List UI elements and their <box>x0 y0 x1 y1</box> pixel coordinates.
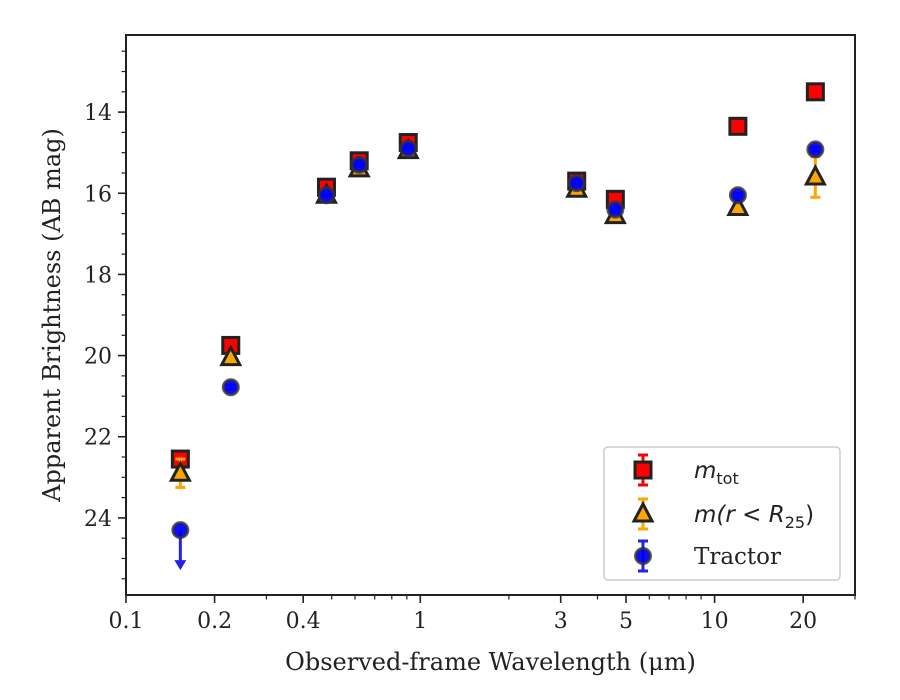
data-point-circle <box>806 140 825 159</box>
legend-label: mtot <box>694 458 739 488</box>
y-tick-label: 20 <box>84 345 112 370</box>
data-point-triangle <box>803 163 827 186</box>
x-tick-label: 5 <box>619 609 633 634</box>
y-tick-label: 24 <box>84 507 112 532</box>
data-point-square <box>805 82 825 102</box>
legend-label-base: m(r < R <box>694 502 785 528</box>
legend-entry-2: Tractor <box>634 539 781 573</box>
x-axis-label: Observed-frame Wavelength (μm) <box>285 648 696 676</box>
y-axis-ticks: 14 16 18 20 22 24 <box>84 50 126 580</box>
data-point-circle <box>171 521 190 540</box>
y-tick-label: 22 <box>84 426 112 451</box>
data-point-circle <box>728 186 747 205</box>
data-point-circle <box>221 378 240 397</box>
data-point-circle <box>317 186 336 205</box>
legend-entry-1: m(r < R25) <box>631 497 814 532</box>
x-tick-label: 0.1 <box>109 609 144 634</box>
data-point-triangle <box>219 344 243 367</box>
data-point-circle <box>606 200 625 219</box>
x-tick-label: 0.2 <box>197 609 232 634</box>
legend-entry-0: mtot <box>633 453 739 488</box>
legend-label: m(r < R25) <box>694 502 814 532</box>
legend-marker-square <box>633 460 653 480</box>
x-tick-label: 10 <box>701 609 729 634</box>
x-tick-label: 0.4 <box>286 609 321 634</box>
legend-label: Tractor <box>694 544 781 570</box>
legend-marker-triangle <box>631 500 655 523</box>
legend-label-sub: 25 <box>785 513 805 532</box>
upper-limit-arrowhead <box>174 560 187 571</box>
y-tick-label: 18 <box>84 263 112 288</box>
legend: mtot m(r < R25) Tractor <box>603 446 841 581</box>
series-1 <box>168 137 827 489</box>
series-0 <box>170 82 825 469</box>
y-tick-label: 16 <box>84 182 112 207</box>
data-point-triangle <box>168 460 192 482</box>
y-tick-label: 14 <box>84 101 112 126</box>
legend-label-base: m <box>694 458 716 484</box>
x-tick-label: 3 <box>554 609 568 634</box>
legend-marker-circle <box>634 547 652 565</box>
legend-box <box>603 446 841 581</box>
data-point-triangle <box>726 194 750 216</box>
legend-label-tail: ) <box>805 502 814 528</box>
legend-label-sub: tot <box>716 469 738 488</box>
data-point-circle <box>567 174 586 193</box>
x-axis-ticks: 0.1 0.2 0.4 1 3 5 10 20 <box>109 595 856 634</box>
x-tick-label: 1 <box>413 609 427 634</box>
data-point-circle <box>399 139 418 158</box>
data-point-square <box>728 116 748 136</box>
data-point-circle <box>350 155 369 174</box>
y-axis-label: Apparent Brightness (AB mag) <box>38 128 66 503</box>
series-2 <box>171 139 825 571</box>
x-tick-label: 20 <box>789 609 817 634</box>
